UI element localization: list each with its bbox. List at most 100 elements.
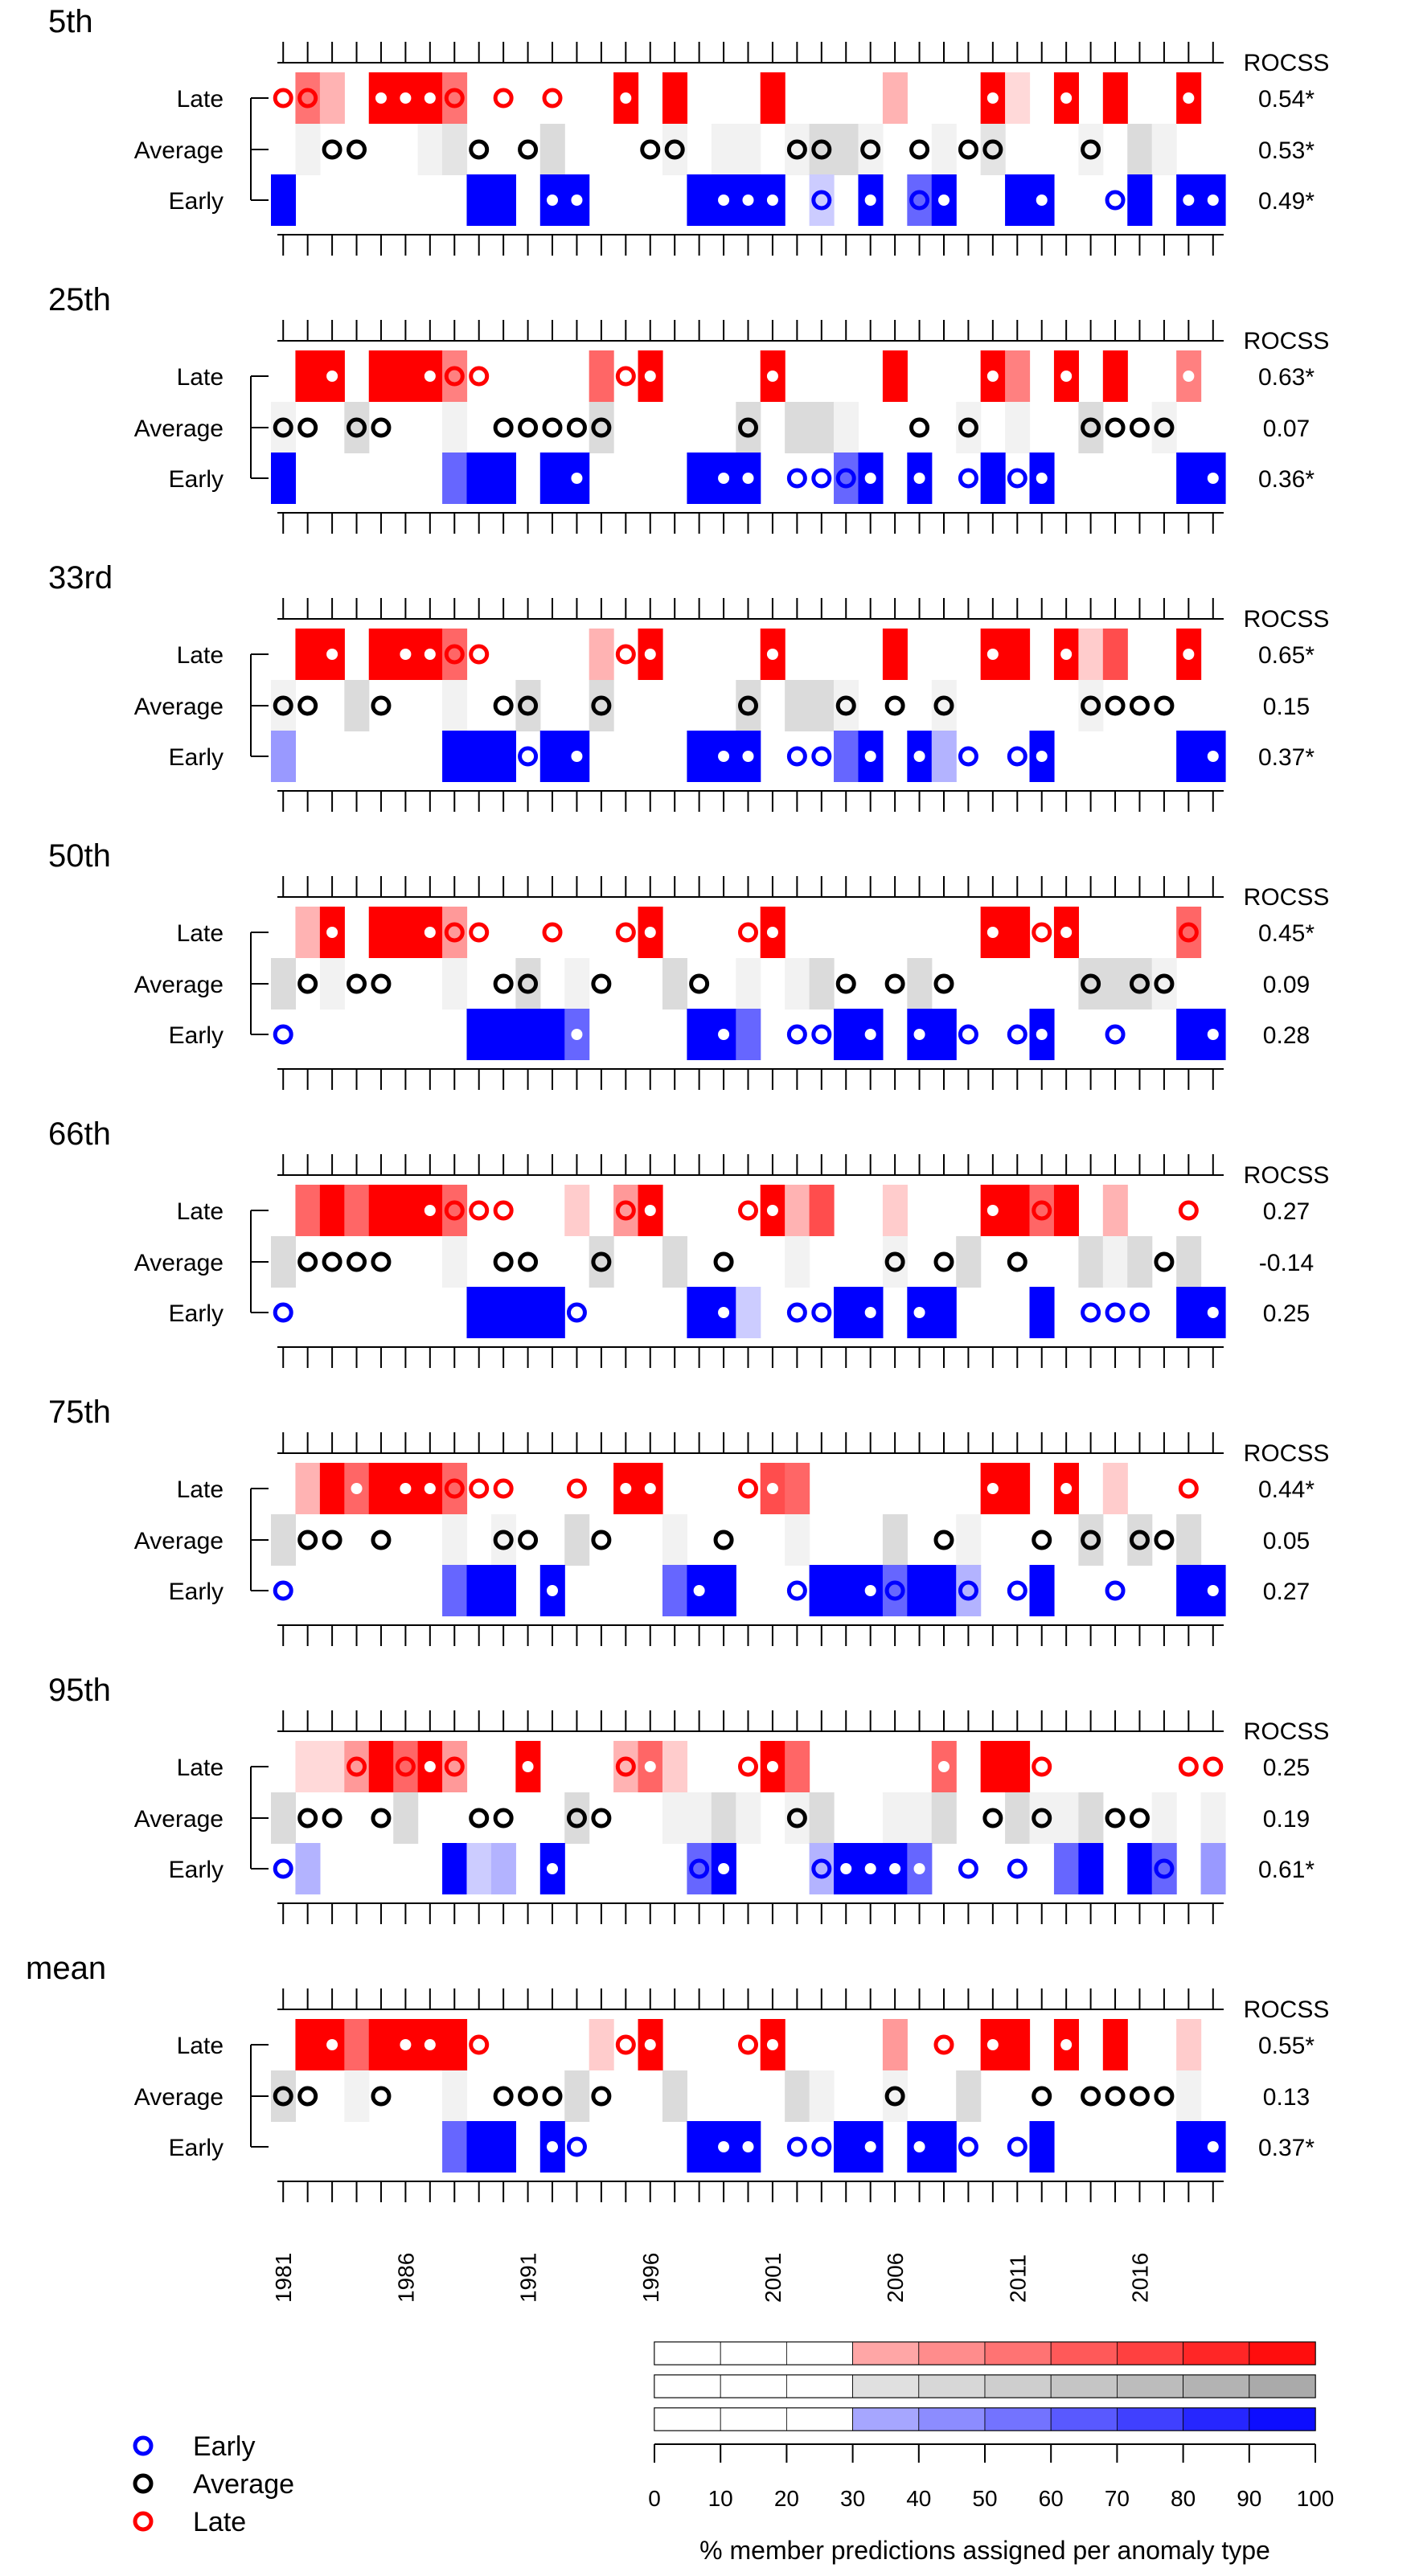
- heat-cell-late-1983: [319, 1185, 345, 1236]
- rocss-value-avg: -0.14: [1259, 1250, 1314, 1276]
- colorbar-bin-late: [1249, 2341, 1316, 2365]
- observed-ring-avg-1991: [518, 1251, 539, 1272]
- observed-ring-avg-2009: [958, 139, 978, 160]
- heat-cell-avg-2013: [1053, 1792, 1079, 1844]
- rocss-value-late: 0.65*: [1258, 642, 1315, 669]
- heat-cell-late-1982: [295, 907, 321, 958]
- heat-cell-early-1989: [466, 174, 492, 226]
- observed-ring-avg-2014: [1081, 139, 1101, 160]
- observed-ring-late-2000: [738, 922, 758, 943]
- observed-dot-early-2005: [864, 473, 876, 484]
- panel-5th: 5th Late 0.54* Average 0.53* Early 0.49* ROCSS: [48, 4, 1329, 256]
- year-tick-label-1981: 1981: [271, 2253, 296, 2303]
- panel-50th: 50th Late 0.45* Average 0.09 Early 0.28 ROCSS: [48, 838, 1329, 1090]
- heat-cell-avg-1993: [564, 958, 590, 1010]
- observed-ring-early-2003: [811, 1580, 832, 1601]
- observed-ring-avg-1993: [566, 417, 587, 438]
- rocss-header: ROCSS: [1244, 1997, 1330, 2023]
- heat-cell-late-1986: [393, 907, 419, 958]
- observed-dot-late-2013: [1060, 927, 1073, 938]
- observed-ring-avg-2006: [884, 695, 905, 716]
- observed-ring-avg-2011: [1007, 1251, 1027, 1272]
- heat-cell-early-1989: [466, 1009, 492, 1060]
- observed-dot-late-2010: [986, 2039, 999, 2050]
- heat-cell-early-2012: [1029, 1287, 1055, 1338]
- colorbar-tick-label-80: 80: [1171, 2486, 1196, 2511]
- observed-ring-avg-1994: [591, 1251, 612, 1272]
- colorbar-tick-label-90: 90: [1237, 2486, 1261, 2511]
- observed-dot-late-1983: [326, 2039, 338, 2050]
- heat-cell-late-2006: [882, 629, 908, 680]
- observed-ring-early-2002: [786, 746, 807, 767]
- observed-ring-late-2019: [1203, 1756, 1224, 1777]
- colorbar-bin-avg: [1050, 2374, 1118, 2398]
- observed-ring-early-2003: [811, 1302, 832, 1323]
- observed-ring-avg-1991: [518, 973, 539, 994]
- heat-cell-late-2006: [882, 350, 908, 402]
- observed-ring-avg-1984: [347, 417, 367, 438]
- colorbar-bin-late: [1117, 2341, 1184, 2365]
- observed-dot-early-1999: [718, 751, 730, 762]
- observed-ring-early-2002: [786, 1580, 807, 1601]
- heat-cell-avg-1992: [539, 124, 565, 175]
- observed-ring-avg-2016: [1129, 1808, 1150, 1829]
- heat-cell-avg-2016: [1127, 124, 1153, 175]
- observed-ring-avg-1992: [542, 2086, 563, 2107]
- observed-ring-avg-2014: [1081, 417, 1101, 438]
- heat-cell-avg-2017: [1151, 124, 1177, 175]
- heat-cell-early-2018: [1176, 453, 1202, 504]
- row-label-late: Late: [177, 1755, 224, 1781]
- heat-cell-late-1984: [344, 1185, 370, 1236]
- observed-ring-late-1988: [444, 366, 465, 387]
- heat-cell-early-2013: [1053, 1843, 1079, 1894]
- heat-cell-late-1997: [662, 1741, 688, 1792]
- observed-dot-early-2000: [742, 195, 754, 206]
- observed-ring-late-1988: [444, 1756, 465, 1777]
- observed-ring-avg-1985: [371, 417, 392, 438]
- colorbar-bin-avg: [1117, 2374, 1184, 2398]
- observed-ring-avg-1982: [297, 1251, 318, 1272]
- observed-ring-avg-1989: [469, 1808, 490, 1829]
- observed-ring-early-2003: [811, 1024, 832, 1045]
- observed-dot-late-2018: [1183, 92, 1195, 104]
- observed-ring-avg-1982: [297, 417, 318, 438]
- heat-cell-avg-2002: [785, 402, 810, 453]
- row-label-late: Late: [177, 1198, 224, 1225]
- observed-dot-late-1983: [326, 927, 338, 938]
- observed-dot-early-2019: [1207, 1029, 1219, 1040]
- heat-cell-late-2001: [760, 72, 785, 124]
- heat-cell-avg-2003: [809, 402, 835, 453]
- observed-dot-late-2018: [1183, 371, 1195, 382]
- observed-ring-late-2018: [1178, 1756, 1199, 1777]
- observed-ring-avg-2008: [933, 1530, 954, 1550]
- observed-dot-early-2007: [913, 473, 925, 484]
- heat-cell-avg-2003: [809, 1792, 835, 1844]
- heat-cell-avg-2003: [809, 680, 835, 731]
- observed-dot-late-2001: [766, 649, 778, 660]
- row-label-avg: Average: [134, 1528, 224, 1554]
- colorbar-tick-label-20: 20: [774, 2486, 799, 2511]
- heat-cell-avg-2006: [882, 1514, 908, 1566]
- colorbar-bin-avg: [786, 2374, 854, 2398]
- observed-ring-early-1998: [689, 2136, 710, 2157]
- rocss-value-late: 0.44*: [1258, 1476, 1315, 1503]
- rocss-value-early: 0.61*: [1258, 1857, 1315, 1883]
- observed-ring-avg-1994: [591, 417, 612, 438]
- observed-dot-early-2005: [864, 1307, 876, 1318]
- observed-dot-late-1983: [326, 371, 338, 382]
- observed-ring-avg-1990: [493, 1251, 514, 1272]
- heat-cell-avg-1981: [271, 1792, 297, 1844]
- heat-cell-avg-2018: [1176, 2070, 1202, 2122]
- heat-cell-avg-2009: [956, 1236, 982, 1288]
- heat-cell-early-2012: [1029, 2121, 1055, 2173]
- observed-dot-late-1987: [424, 2039, 436, 2050]
- heat-cell-avg-2014: [1078, 1236, 1104, 1288]
- observed-ring-early-1981: [273, 1302, 293, 1323]
- row-label-avg: Average: [134, 1250, 224, 1276]
- heat-cell-early-2012: [1029, 1565, 1055, 1616]
- heat-cell-early-2018: [1176, 731, 1202, 782]
- observed-dot-late-2013: [1060, 2039, 1073, 2050]
- colorbar-bin-avg: [654, 2374, 721, 2398]
- colorbar-bin-avg: [1183, 2374, 1250, 2398]
- observed-ring-late-2012: [1032, 922, 1052, 943]
